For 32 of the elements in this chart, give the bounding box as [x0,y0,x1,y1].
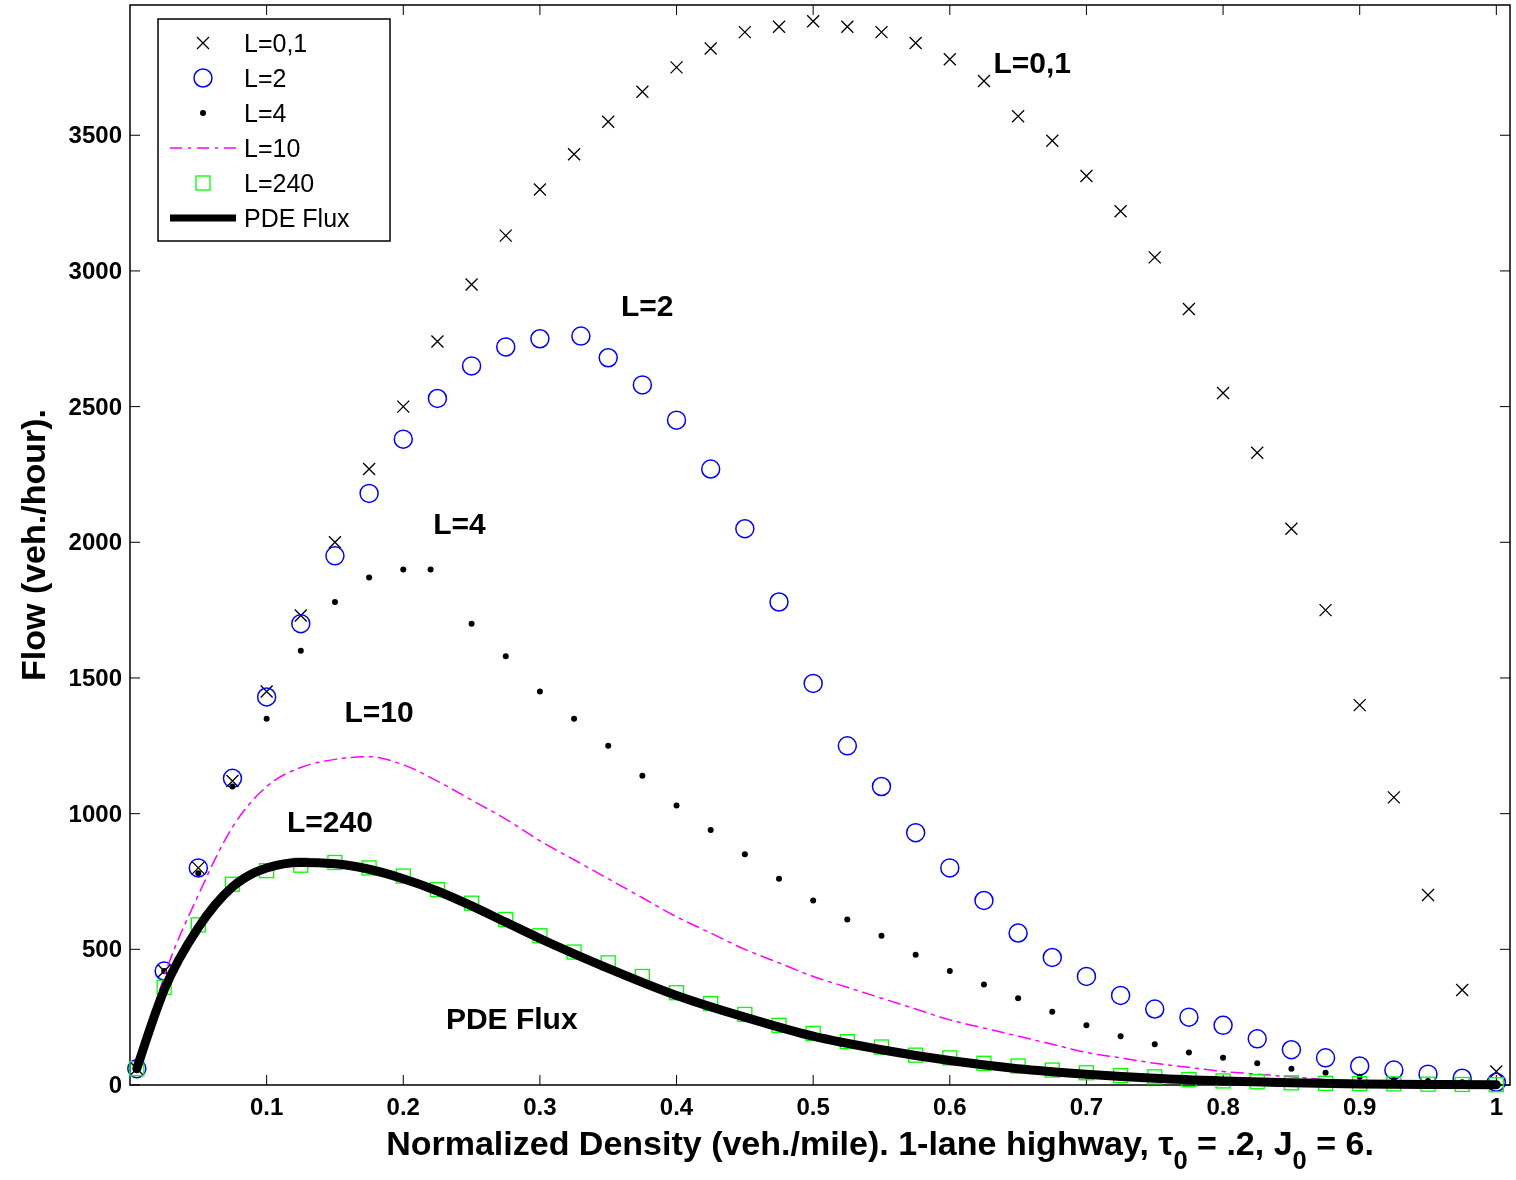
legend-label: PDE Flux [244,204,351,232]
x-tick-label: 0.5 [796,1093,830,1120]
y-tick-label: 2000 [68,528,122,556]
legend-label: L=4 [244,99,287,127]
x-tick-label: 0.7 [1069,1093,1104,1120]
x-tick-label: 0.2 [386,1093,420,1120]
x-tick-label: 0.3 [523,1093,557,1120]
annotation: L=10 [344,694,414,728]
y-tick-label: 3500 [68,121,122,149]
y-tick-label: 1500 [68,663,122,691]
y-tick-label: 1000 [68,799,122,827]
y-axis-title: Flow (veh./hour). [14,409,52,681]
x-tick-label: 1 [1489,1093,1504,1120]
y-tick-label: 0 [108,1071,122,1098]
x-tick-label: 0.9 [1343,1093,1377,1120]
x-tick-label: 0.6 [933,1093,967,1120]
x-axis-title: Normalized Density (veh./mile). 1-lane highway, τ$_{0}$ = .2, J$_{0}$ = 6. [386,1124,1374,1174]
y-tick-label: 500 [81,935,122,963]
annotation: L=240 [287,805,373,839]
annotation: PDE Flux [445,1002,578,1036]
x-tick-label: 0.8 [1206,1093,1240,1120]
annotation: L=0,1 [993,46,1071,80]
x-tick-label: 0.1 [249,1093,284,1120]
legend-label: L=240 [244,169,315,197]
legend-label: L=2 [244,64,287,92]
y-tick-label: 2500 [68,392,122,420]
annotation: L=4 [433,507,487,541]
y-tick-label: 3000 [68,256,122,284]
legend-label: L=10 [244,134,301,162]
x-tick-label: 0.4 [659,1093,694,1120]
legend-label: L=0,1 [244,29,308,57]
annotation: L=2 [620,289,674,323]
